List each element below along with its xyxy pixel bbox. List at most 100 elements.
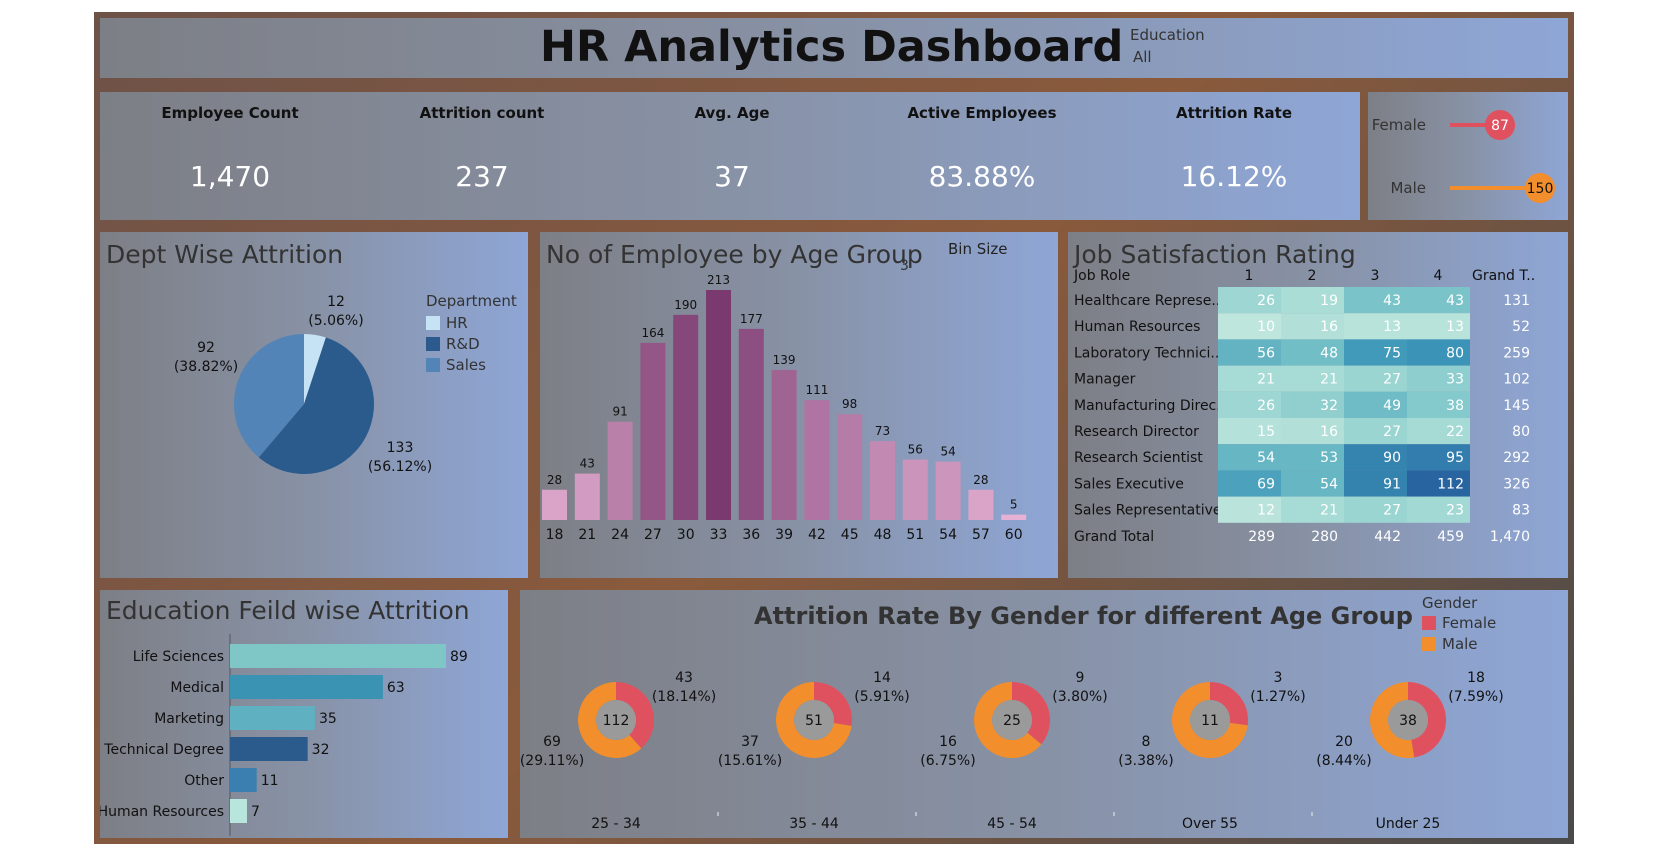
donut-total-label: 11 bbox=[1201, 713, 1219, 729]
age-bar bbox=[640, 342, 666, 520]
dept-legend-hr[interactable]: HR bbox=[426, 312, 517, 333]
edu-bar bbox=[230, 737, 308, 761]
job-heat-cell bbox=[1344, 444, 1407, 471]
job-cell-value: 49 bbox=[1383, 398, 1401, 414]
job-heat-cell bbox=[1407, 418, 1470, 445]
age-bar bbox=[804, 400, 830, 520]
donut-center bbox=[596, 700, 636, 740]
gender-age-legend-male[interactable]: Male bbox=[1422, 633, 1496, 654]
job-heat-cell bbox=[1281, 339, 1344, 366]
age-bar bbox=[771, 369, 797, 520]
donut-total-label: 25 bbox=[1003, 713, 1021, 729]
donut-female-segment bbox=[1012, 682, 1050, 745]
job-heat-cell bbox=[1344, 418, 1407, 445]
donut-female-value: 14 bbox=[873, 670, 891, 686]
job-heat-cell bbox=[1407, 496, 1470, 523]
job-row-role: Manager bbox=[1074, 372, 1136, 388]
job-heat-cell bbox=[1281, 365, 1344, 392]
job-heat-cell bbox=[1218, 418, 1281, 445]
donut-male-value: 16 bbox=[939, 734, 957, 750]
gender-female-label: Female bbox=[1372, 116, 1426, 134]
job-row-role: Manufacturing Direc.. bbox=[1074, 398, 1225, 414]
donut-female-value: 3 bbox=[1274, 670, 1283, 686]
kpi-attrition-rate-label: Attrition Rate bbox=[1175, 104, 1293, 122]
age-group-panel: No of Employee by Age Group Bin Size 3 2… bbox=[540, 232, 1058, 578]
job-cell-value: 56 bbox=[1257, 345, 1275, 361]
kpi-active-employees-label: Active Employees bbox=[907, 104, 1057, 122]
job-heat-cell bbox=[1218, 444, 1281, 471]
job-row-role: Research Scientist bbox=[1074, 450, 1203, 466]
job-row-role: Sales Executive bbox=[1074, 476, 1184, 492]
edu-category-label: Marketing bbox=[154, 711, 224, 727]
header-panel: HR Analytics Dashboard Education All bbox=[100, 18, 1568, 78]
donut-total-label: 51 bbox=[805, 713, 823, 729]
job-cell-value: 21 bbox=[1320, 503, 1338, 519]
education-attrition-title: Education Feild wise Attrition bbox=[106, 596, 470, 625]
job-col-header-role: Job Role bbox=[1073, 268, 1130, 284]
donut-male-value: 20 bbox=[1335, 734, 1353, 750]
donut-male-pct: (6.75%) bbox=[920, 753, 975, 769]
education-filter[interactable]: Education All bbox=[1130, 26, 1205, 66]
dept-legend-title: Department bbox=[426, 292, 517, 310]
job-grand-total-value: 289 bbox=[1248, 529, 1275, 545]
dept-attrition-title: Dept Wise Attrition bbox=[106, 240, 344, 269]
kpi-avg-age-value: 37 bbox=[714, 160, 750, 193]
job-cell-value: 54 bbox=[1257, 450, 1275, 466]
job-grand-total-label: Grand Total bbox=[1074, 529, 1154, 545]
age-bar-value-label: 177 bbox=[740, 312, 763, 326]
donut-total-label: 112 bbox=[603, 713, 630, 729]
age-tick-label: 36 bbox=[742, 527, 760, 543]
age-tick-label: 45 bbox=[841, 527, 859, 543]
gender-count-panel: Female 87 Male 150 bbox=[1368, 92, 1568, 220]
age-tick-label: 51 bbox=[906, 527, 924, 543]
job-heat-cell bbox=[1281, 418, 1344, 445]
donut-male-segment bbox=[1172, 682, 1248, 758]
edu-bar-value-label: 11 bbox=[261, 773, 279, 789]
kpi-panel: Employee Count 1,470 Attrition count 237… bbox=[100, 92, 1360, 220]
edu-category-label: Other bbox=[184, 773, 224, 789]
edu-bar bbox=[230, 644, 446, 668]
kpi-active-employees-value: 83.88% bbox=[928, 160, 1036, 193]
edu-category-label: Life Sciences bbox=[133, 649, 224, 665]
donut-age-group-label: 35 - 44 bbox=[789, 816, 839, 832]
job-heat-cell bbox=[1218, 496, 1281, 523]
edu-category-label: Human Resources bbox=[100, 804, 224, 820]
job-row-total: 131 bbox=[1503, 293, 1530, 309]
dept-legend-rd[interactable]: R&D bbox=[426, 333, 517, 354]
job-row-total: 292 bbox=[1503, 450, 1530, 466]
job-satisfaction-title: Job Satisfaction Rating bbox=[1074, 240, 1356, 269]
donut-male-pct: (15.61%) bbox=[718, 753, 782, 769]
age-group-title: No of Employee by Age Group bbox=[546, 240, 923, 269]
dept-slice-pct-label: (38.82%) bbox=[174, 359, 238, 375]
age-bar-value-label: 111 bbox=[805, 383, 828, 397]
job-row-total: 80 bbox=[1512, 424, 1530, 440]
edu-bar-value-label: 35 bbox=[319, 711, 337, 727]
age-bar bbox=[574, 473, 600, 520]
job-cell-value: 27 bbox=[1383, 503, 1401, 519]
job-cell-value: 12 bbox=[1257, 503, 1275, 519]
job-heat-cell bbox=[1344, 391, 1407, 418]
dept-legend-sales[interactable]: Sales bbox=[426, 354, 517, 375]
job-satisfaction-panel: Job Satisfaction Rating Job Role 1 2 3 4 Gran… bbox=[1068, 232, 1568, 578]
age-tick-label: 60 bbox=[1005, 527, 1023, 543]
gender-male-marker bbox=[1525, 173, 1555, 203]
age-bar bbox=[935, 461, 961, 520]
age-tick-label: 48 bbox=[874, 527, 892, 543]
edu-bar-value-label: 63 bbox=[387, 680, 405, 696]
kpi-attrition-rate-value: 16.12% bbox=[1180, 160, 1288, 193]
donut-male-segment bbox=[578, 682, 642, 758]
gender-female-marker bbox=[1485, 110, 1515, 140]
age-tick-label: 18 bbox=[546, 527, 564, 543]
age-tick-label: 54 bbox=[939, 527, 957, 543]
bin-size-value[interactable]: 3 bbox=[900, 258, 909, 274]
gender-age-legend-female[interactable]: Female bbox=[1422, 612, 1496, 633]
bin-size-label: Bin Size bbox=[948, 240, 1008, 258]
donut-male-segment bbox=[1370, 682, 1415, 758]
age-bar-chart: 28 18 43 21 91 24 164 27 190 30 213 33 177 36 139 39 111… bbox=[542, 273, 1027, 543]
edu-bar-value-label: 7 bbox=[251, 804, 260, 820]
age-tick-label: 24 bbox=[611, 527, 629, 543]
job-cell-value: 95 bbox=[1446, 450, 1464, 466]
job-cell-value: 75 bbox=[1383, 345, 1401, 361]
donut-female-value: 18 bbox=[1467, 670, 1485, 686]
dept-attrition-panel: Dept Wise Attrition Department HR R&D Sa… bbox=[100, 232, 528, 578]
